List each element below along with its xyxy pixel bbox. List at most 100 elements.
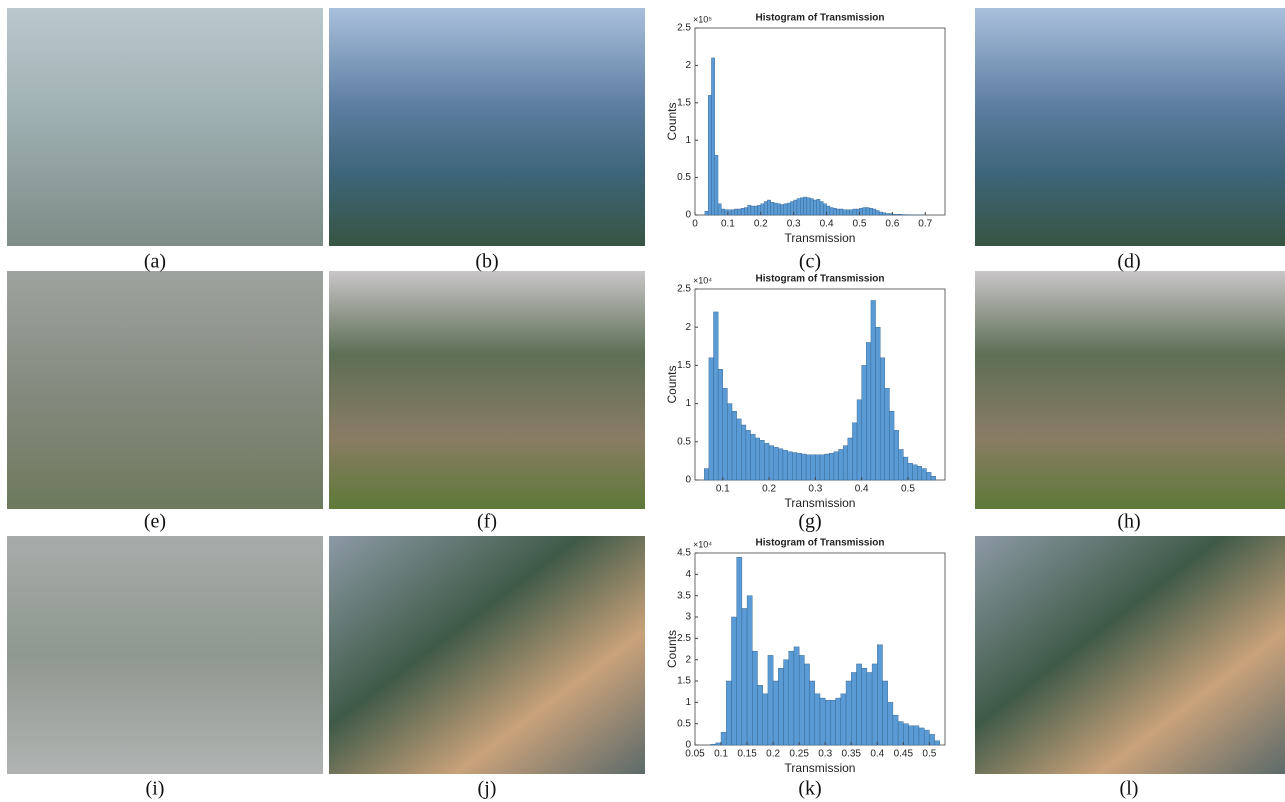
bar (853, 209, 856, 215)
bar (919, 728, 924, 745)
bar (801, 454, 806, 480)
bar (863, 208, 866, 215)
bar (732, 411, 737, 480)
bar (880, 358, 885, 480)
bar (794, 647, 799, 745)
bar (913, 465, 918, 480)
bar (763, 694, 768, 745)
y-multiplier: ×10⁵ (693, 14, 712, 24)
bar (723, 388, 728, 480)
bar (787, 203, 790, 215)
bar (797, 453, 802, 480)
bar (872, 664, 877, 745)
bar (836, 698, 841, 745)
bar (867, 672, 872, 745)
bar (846, 681, 851, 745)
bar (744, 208, 747, 215)
bar (742, 608, 747, 745)
y-tick-label: 0.5 (677, 172, 691, 183)
x-tick-label: 0.25 (789, 749, 809, 760)
x-tick-label: 0.3 (818, 749, 832, 760)
bar (789, 651, 794, 745)
y-axis-label: Counts (665, 365, 679, 403)
chart-title: Histogram of Transmission (756, 13, 885, 24)
caption: (b) (475, 251, 498, 273)
plot-area (695, 28, 945, 215)
x-tick-label: 0.6 (885, 219, 899, 230)
y-tick-label: 2 (685, 654, 691, 665)
bar (711, 58, 714, 215)
caption: (c) (799, 251, 821, 273)
bar (871, 300, 876, 480)
caption: (h) (1117, 511, 1140, 533)
y-tick-label: 2.5 (677, 633, 691, 644)
caption: (i) (146, 778, 165, 800)
y-tick-label: 4.5 (677, 548, 691, 559)
y-tick-label: 1 (685, 398, 691, 409)
bar (778, 668, 783, 745)
bar (778, 449, 783, 480)
x-tick-label: 0.1 (714, 749, 728, 760)
x-axis-label: Transmission (785, 231, 856, 245)
bar (840, 209, 843, 215)
bar (709, 358, 714, 480)
bar (850, 210, 853, 215)
bar (737, 419, 742, 480)
bar (741, 425, 746, 480)
bar (767, 200, 770, 215)
x-tick-label: 0.4 (870, 749, 884, 760)
bar (820, 455, 825, 480)
y-tick-label: 2 (685, 322, 691, 333)
bar (893, 715, 898, 745)
hazy-image (7, 536, 323, 774)
page: {"panels": ["(a)", "(b)", "(c)", "(d)", … (0, 0, 1285, 802)
bar (769, 446, 774, 480)
bar (760, 440, 765, 480)
x-tick-label: 0.1 (721, 219, 735, 230)
bar (894, 430, 899, 480)
bar (705, 211, 708, 215)
bar (718, 204, 721, 215)
y-tick-label: 0 (685, 740, 691, 751)
y-multiplier: ×10⁴ (693, 539, 712, 549)
bar (777, 204, 780, 215)
bar (755, 438, 760, 480)
bar (926, 472, 931, 480)
y-tick-label: 3 (685, 612, 691, 623)
bar (899, 449, 904, 480)
bar (704, 469, 709, 480)
bar (806, 455, 811, 480)
y-multiplier: ×10⁴ (693, 275, 712, 285)
bar (754, 206, 757, 215)
bar (829, 453, 834, 480)
x-tick-label: 0.4 (855, 484, 869, 495)
caption: (e) (144, 511, 166, 533)
caption: (l) (1120, 778, 1139, 800)
dehazed-image (329, 536, 645, 774)
x-tick-label: 0.5 (922, 749, 936, 760)
bar (799, 655, 804, 745)
x-tick-label: 0.3 (808, 484, 822, 495)
bar (773, 681, 778, 745)
bar (862, 365, 867, 480)
bar (830, 208, 833, 215)
x-tick-label: 0.3 (787, 219, 801, 230)
bar (746, 430, 751, 480)
y-tick-label: 0 (685, 475, 691, 486)
x-tick-label: 0.2 (762, 484, 776, 495)
bar (804, 664, 809, 745)
caption: (k) (798, 778, 821, 800)
bar (869, 208, 872, 215)
x-tick-label: 0.4 (820, 219, 834, 230)
y-tick-label: 1.5 (677, 97, 691, 108)
caption: (d) (1117, 251, 1140, 273)
bar (783, 450, 788, 480)
dehazed-image (975, 271, 1285, 509)
bar (752, 651, 757, 745)
chart-title: Histogram of Transmission (756, 538, 885, 549)
bar (839, 449, 844, 480)
bar (737, 557, 742, 745)
bar (708, 95, 711, 215)
bar (758, 685, 763, 745)
caption: (j) (478, 778, 497, 800)
